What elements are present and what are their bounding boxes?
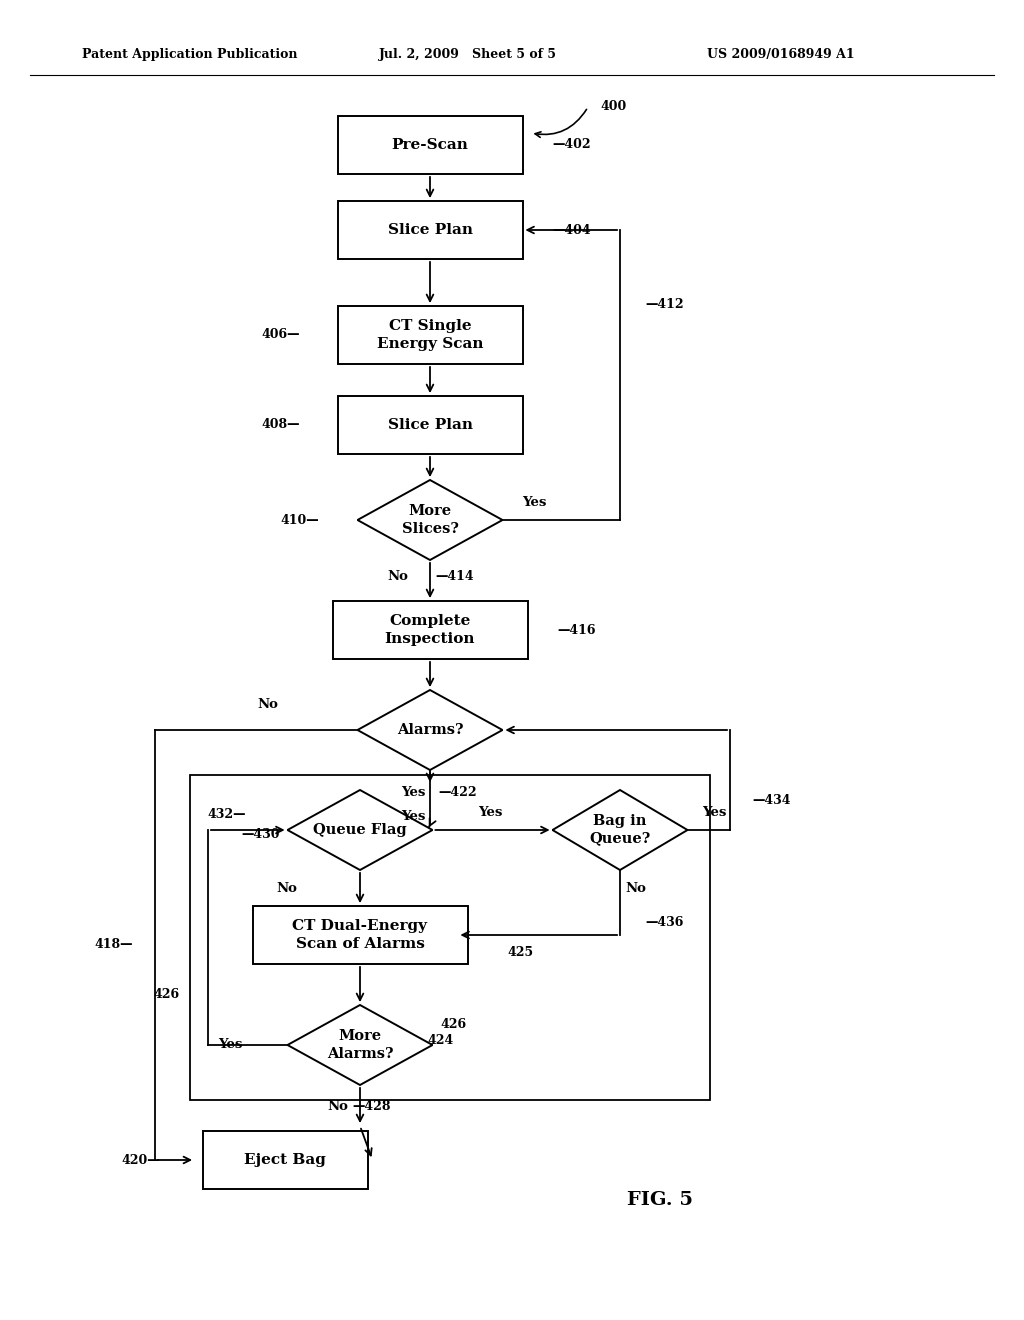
Text: 425: 425: [508, 946, 534, 960]
FancyBboxPatch shape: [333, 601, 527, 659]
Text: —414: —414: [435, 569, 474, 582]
Text: —436: —436: [645, 916, 683, 929]
Text: Alarms?: Alarms?: [396, 723, 463, 737]
Text: 410—: 410—: [281, 513, 319, 527]
Text: —434: —434: [752, 793, 791, 807]
Text: Patent Application Publication: Patent Application Publication: [82, 48, 297, 61]
Text: Slice Plan: Slice Plan: [387, 418, 472, 432]
Text: Pre-Scan: Pre-Scan: [391, 139, 468, 152]
Text: CT Single
Energy Scan: CT Single Energy Scan: [377, 319, 483, 351]
Text: No: No: [257, 698, 278, 711]
Text: More
Alarms?: More Alarms?: [327, 1030, 393, 1061]
Text: —404: —404: [553, 223, 591, 236]
Text: Yes: Yes: [400, 809, 425, 822]
FancyBboxPatch shape: [338, 201, 522, 259]
Text: —412: —412: [645, 298, 684, 312]
FancyBboxPatch shape: [253, 906, 468, 964]
FancyBboxPatch shape: [338, 116, 522, 174]
Text: 406—: 406—: [261, 329, 299, 342]
Text: Bag in
Queue?: Bag in Queue?: [590, 814, 650, 846]
Text: Queue Flag: Queue Flag: [313, 822, 407, 837]
Text: —416: —416: [557, 623, 596, 636]
Text: Yes: Yes: [478, 805, 502, 818]
Polygon shape: [553, 789, 687, 870]
Text: Yes: Yes: [702, 805, 727, 818]
Text: 426: 426: [154, 989, 180, 1002]
Text: Slice Plan: Slice Plan: [387, 223, 472, 238]
Text: More
Slices?: More Slices?: [401, 504, 459, 536]
Text: CT Dual-Energy
Scan of Alarms: CT Dual-Energy Scan of Alarms: [293, 919, 427, 950]
FancyBboxPatch shape: [203, 1131, 368, 1189]
Text: 400: 400: [600, 100, 627, 114]
Text: —402: —402: [553, 139, 591, 152]
Text: 418—: 418—: [94, 939, 133, 952]
Text: US 2009/0168949 A1: US 2009/0168949 A1: [707, 48, 854, 61]
Text: No: No: [327, 1101, 348, 1114]
Text: No: No: [625, 882, 646, 895]
Text: 424: 424: [427, 1034, 454, 1047]
FancyBboxPatch shape: [338, 306, 522, 364]
Text: No: No: [276, 882, 298, 895]
Text: FIG. 5: FIG. 5: [627, 1191, 693, 1209]
FancyBboxPatch shape: [338, 396, 522, 454]
Text: 408—: 408—: [261, 418, 299, 432]
Polygon shape: [288, 1005, 432, 1085]
Text: Eject Bag: Eject Bag: [244, 1152, 326, 1167]
Text: 420—: 420—: [122, 1154, 160, 1167]
Text: Jul. 2, 2009   Sheet 5 of 5: Jul. 2, 2009 Sheet 5 of 5: [379, 48, 557, 61]
Polygon shape: [357, 690, 503, 770]
Text: —428: —428: [352, 1101, 390, 1114]
Text: Yes: Yes: [522, 495, 547, 508]
Text: —422: —422: [438, 785, 476, 799]
Text: —430: —430: [241, 829, 280, 842]
Polygon shape: [288, 789, 432, 870]
Text: No: No: [387, 569, 408, 582]
Text: Yes: Yes: [218, 1039, 243, 1052]
Text: Yes: Yes: [400, 785, 425, 799]
Text: 432—: 432—: [207, 808, 246, 821]
Text: Complete
Inspection: Complete Inspection: [385, 614, 475, 645]
Polygon shape: [357, 480, 503, 560]
Text: 426: 426: [440, 1019, 467, 1031]
